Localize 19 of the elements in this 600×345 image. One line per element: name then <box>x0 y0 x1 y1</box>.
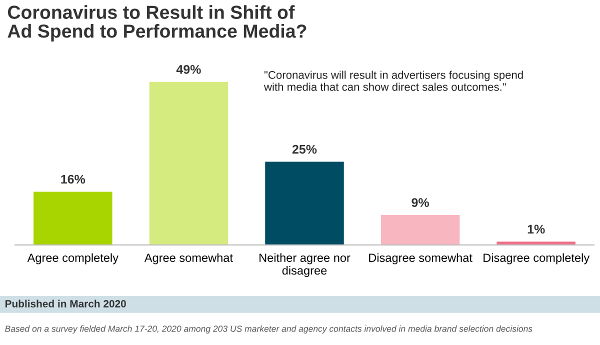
text: Published in March 2020 <box>5 300 126 308</box>
bar <box>265 162 344 245</box>
x-tick-label: Disagree completely <box>484 253 590 264</box>
data-label: 16% <box>61 174 86 184</box>
bar <box>380 214 460 245</box>
data-label: 1% <box>528 224 545 234</box>
x-tick-label: Agree somewhat <box>144 253 233 264</box>
x-tick-label: Agree completely <box>27 253 118 264</box>
annotation: "Coronavirus will result in advertisers focusing spend with media that can show direct sales outcomes." <box>264 70 523 91</box>
data-label: 9% <box>412 198 430 207</box>
data-label: 25% <box>292 144 317 154</box>
data-label: 49% <box>176 64 201 74</box>
x-tick-label: Disagree somewhat <box>369 253 472 264</box>
x-tick-label: Neither agree nor disagree <box>260 253 350 278</box>
bar <box>149 82 228 245</box>
bar <box>34 192 112 245</box>
text: Based on a survey fielded March 17-20, 2020 among 203 US marketer and agency contacts involved in media brand selection decisions <box>5 325 532 334</box>
bar <box>496 242 576 245</box>
chart-title: Coronavirus to Result in Shift of Ad Spend to Performance Media? <box>8 5 306 42</box>
